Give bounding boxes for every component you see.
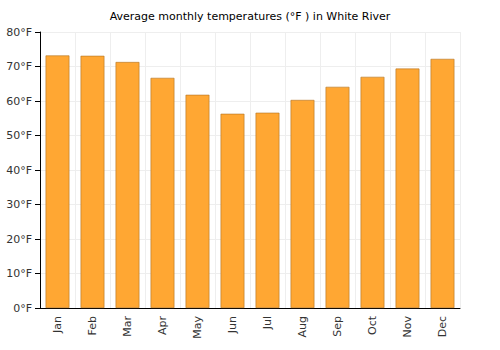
svg-text:80°F: 80°F bbox=[6, 26, 32, 39]
svg-text:50°F: 50°F bbox=[6, 129, 32, 142]
svg-text:May: May bbox=[191, 316, 204, 339]
svg-text:70°F: 70°F bbox=[6, 60, 32, 73]
svg-text:Average monthly temperatures (: Average monthly temperatures (°F ) in Wh… bbox=[110, 10, 391, 23]
svg-text:Feb: Feb bbox=[86, 316, 99, 335]
svg-text:Aug: Aug bbox=[296, 316, 309, 337]
svg-text:40°F: 40°F bbox=[6, 164, 32, 177]
svg-text:Dec: Dec bbox=[436, 316, 449, 337]
svg-text:60°F: 60°F bbox=[6, 95, 32, 108]
svg-text:Nov: Nov bbox=[401, 316, 414, 338]
svg-text:Oct: Oct bbox=[366, 315, 379, 335]
svg-text:Mar: Mar bbox=[121, 316, 134, 337]
svg-text:Jul: Jul bbox=[261, 316, 274, 330]
svg-text:20°F: 20°F bbox=[6, 233, 32, 246]
svg-text:Jan: Jan bbox=[51, 316, 64, 334]
svg-text:Apr: Apr bbox=[156, 316, 169, 336]
svg-text:Jun: Jun bbox=[226, 316, 239, 334]
svg-text:30°F: 30°F bbox=[6, 198, 32, 211]
svg-text:0°F: 0°F bbox=[13, 302, 32, 315]
svg-text:10°F: 10°F bbox=[6, 267, 32, 280]
svg-text:Sep: Sep bbox=[331, 316, 344, 337]
